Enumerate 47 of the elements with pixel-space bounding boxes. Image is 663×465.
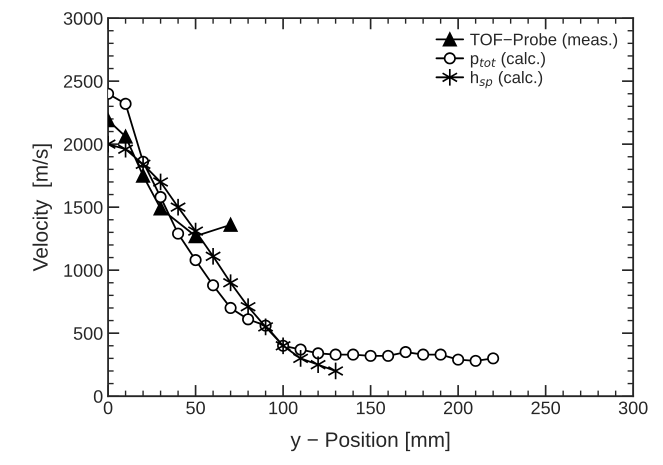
y-tick-label: 2500	[64, 75, 103, 88]
point	[118, 130, 133, 144]
x-tick-label: 100	[269, 402, 298, 414]
x-tick-label: 200	[444, 402, 472, 414]
point	[364, 350, 377, 362]
point	[153, 201, 168, 216]
x-tick-label: 0	[104, 402, 112, 414]
point	[207, 279, 220, 292]
x-axis-title: y − Position [mm]	[290, 432, 450, 452]
point	[417, 348, 430, 361]
y-tick-label: 3000	[64, 12, 103, 25]
point	[224, 218, 238, 232]
point	[487, 352, 500, 364]
point	[294, 344, 307, 356]
y-axis-title: Velocity [m/s]	[32, 144, 52, 272]
point	[172, 228, 184, 240]
legend-label: p$_{tot}$ (calc.)	[470, 52, 545, 68]
point	[470, 354, 482, 367]
y-tick-label: 2000	[64, 138, 103, 151]
y-tick-label: 1500	[64, 201, 103, 214]
point	[190, 254, 202, 266]
point	[120, 98, 132, 110]
point	[312, 347, 324, 360]
point	[400, 346, 412, 358]
x-tick-label: 50	[186, 402, 205, 414]
point	[258, 318, 274, 336]
point	[275, 336, 292, 355]
x-tick-label: 250	[531, 402, 560, 414]
point	[224, 302, 237, 314]
point	[452, 354, 464, 366]
y-tick-label: 0	[94, 390, 103, 403]
point	[347, 348, 360, 361]
point	[434, 348, 447, 361]
point	[242, 313, 254, 326]
point	[330, 348, 342, 361]
point	[152, 172, 169, 192]
legend-label: h$_{sp}$ (calc.)	[470, 71, 542, 88]
point	[136, 168, 150, 183]
point	[170, 198, 186, 216]
x-tick-label: 150	[356, 402, 385, 414]
point	[154, 191, 167, 204]
y-tick-label: 1000	[64, 264, 103, 277]
point	[328, 362, 344, 380]
point	[382, 350, 394, 362]
x-tick-label: 300	[618, 402, 648, 414]
y-tick-label: 500	[74, 327, 103, 340]
legend-label: TOF−Probe (meas.)	[470, 33, 618, 49]
